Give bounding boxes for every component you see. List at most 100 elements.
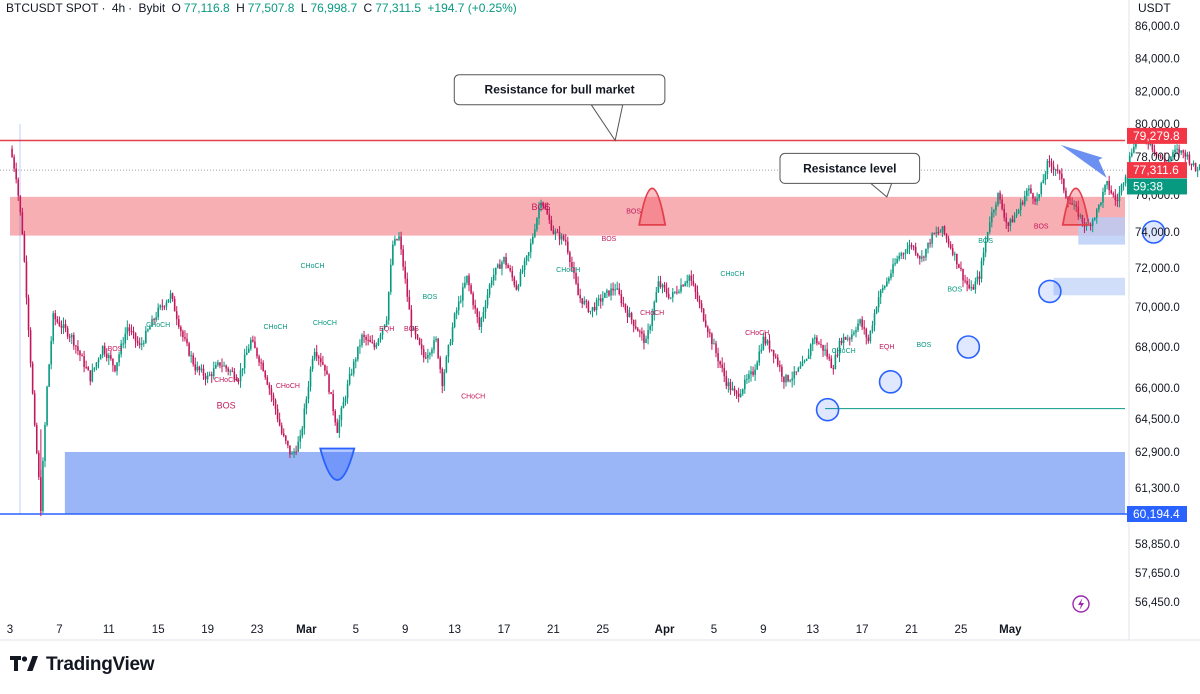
- tradingview-brand[interactable]: TradingView: [10, 654, 155, 676]
- candle-body-431: [898, 255, 900, 259]
- candle-body-123: [264, 371, 267, 378]
- candle-body-438: [912, 246, 915, 248]
- candle-body-407: [849, 338, 851, 340]
- candle-body-181: [383, 324, 386, 329]
- candle-body-6: [23, 234, 26, 262]
- candle-body-298: [624, 304, 627, 310]
- candle-body-162: [344, 398, 347, 403]
- candle-body-364: [760, 349, 763, 352]
- candle-body-68: [151, 319, 153, 327]
- candle-body-137: [293, 451, 295, 454]
- candle-body-55: [124, 333, 127, 344]
- candle-body-413: [861, 319, 863, 328]
- candle-body-504: [1048, 161, 1051, 163]
- callout-pointer-1: [869, 182, 893, 198]
- candle-body-466: [970, 287, 973, 289]
- candle-body-417: [869, 330, 872, 342]
- candle-body-279: [585, 300, 588, 302]
- candle-body-247: [519, 272, 522, 286]
- candle-body-499: [1038, 194, 1040, 199]
- candle-body-524: [1089, 224, 1092, 226]
- candle-body-219: [462, 287, 464, 301]
- candle-body-232: [488, 284, 491, 295]
- lightning-bolt-icon: [1078, 598, 1084, 610]
- candle-body-496: [1032, 193, 1034, 199]
- candle-body-81: [177, 319, 180, 327]
- candle-body-19: [50, 341, 52, 365]
- candle-body-152: [324, 364, 326, 371]
- candle-body-16: [44, 424, 46, 462]
- symbol-name[interactable]: BTCUSDT SPOT: [6, 1, 99, 15]
- candle-body-25: [62, 324, 65, 328]
- candle-body-15: [42, 461, 44, 511]
- candle-body-164: [348, 373, 351, 385]
- candle-body-30: [73, 335, 75, 346]
- x-tick-19: 25: [955, 624, 968, 636]
- candle-body-195: [412, 327, 415, 331]
- candle-body-206: [435, 338, 437, 341]
- candle-body-528: [1098, 204, 1100, 210]
- x-tick-0: 3: [7, 624, 13, 636]
- candle-body-289: [606, 290, 608, 293]
- candle-body-415: [865, 328, 868, 338]
- candle-body-477: [993, 210, 995, 213]
- candle-body-216: [455, 310, 458, 314]
- candle-body-46: [105, 353, 108, 359]
- candle-body-126: [270, 388, 273, 396]
- candle-body-159: [338, 420, 341, 433]
- candle-body-292: [612, 288, 614, 291]
- candle-body-200: [422, 349, 425, 358]
- candle-body-366: [764, 336, 767, 344]
- high-value: 77,507.8: [247, 1, 295, 15]
- candle-body-463: [964, 280, 966, 282]
- candle-body-9: [29, 330, 32, 364]
- candle-body-268: [562, 235, 565, 240]
- candle-body-556: [1155, 152, 1158, 155]
- candle-body-278: [583, 300, 586, 304]
- candle-body-243: [511, 270, 514, 278]
- candle-body-386: [805, 358, 808, 361]
- candle-body-174: [369, 339, 372, 343]
- candle-body-369: [770, 349, 773, 351]
- interval[interactable]: 4h: [111, 1, 126, 15]
- y-tick-10: 66,000.0: [1135, 383, 1180, 395]
- candle-body-179: [379, 334, 382, 340]
- candle-body-63: [140, 343, 143, 345]
- candle-body-283: [593, 307, 596, 311]
- candle-body-8: [27, 297, 30, 331]
- candle-body-104: [225, 365, 227, 369]
- candle-body-398: [830, 358, 833, 369]
- candle-body-429: [894, 263, 896, 265]
- y-tick-17: 56,450.0: [1135, 597, 1180, 609]
- candle-body-255: [536, 218, 538, 230]
- x-tick-3: 15: [152, 624, 165, 636]
- candle-body-171: [363, 334, 365, 337]
- candle-body-205: [433, 340, 435, 350]
- candle-body-175: [371, 342, 374, 344]
- callout-box-0: [453, 74, 666, 106]
- candle-body-165: [350, 373, 353, 375]
- candle-body-371: [774, 356, 777, 358]
- candle-body-319: [667, 293, 670, 298]
- candle-body-172: [365, 336, 367, 340]
- candle-body-530: [1102, 191, 1104, 203]
- candle-body-487: [1013, 216, 1016, 223]
- structure-label-16: CHoCH: [640, 310, 664, 317]
- open-label: O: [171, 1, 181, 15]
- candle-body-374: [781, 366, 783, 377]
- candle-body-109: [235, 378, 238, 381]
- candle-body-215: [453, 313, 456, 328]
- price-unit[interactable]: USDT: [1138, 1, 1171, 15]
- candle-body-408: [851, 334, 853, 339]
- candle-body-228: [480, 318, 483, 327]
- x-tick-8: 9: [402, 624, 408, 636]
- candle-body-209: [441, 369, 444, 387]
- candle-body-93: [202, 368, 205, 376]
- candle-body-406: [846, 338, 849, 340]
- structure-label-4: CHoCH: [146, 322, 170, 329]
- candle-body-368: [768, 340, 771, 350]
- candle-body-345: [721, 364, 723, 368]
- structure-label-0: BOS: [532, 202, 551, 212]
- candle-body-512: [1065, 190, 1067, 198]
